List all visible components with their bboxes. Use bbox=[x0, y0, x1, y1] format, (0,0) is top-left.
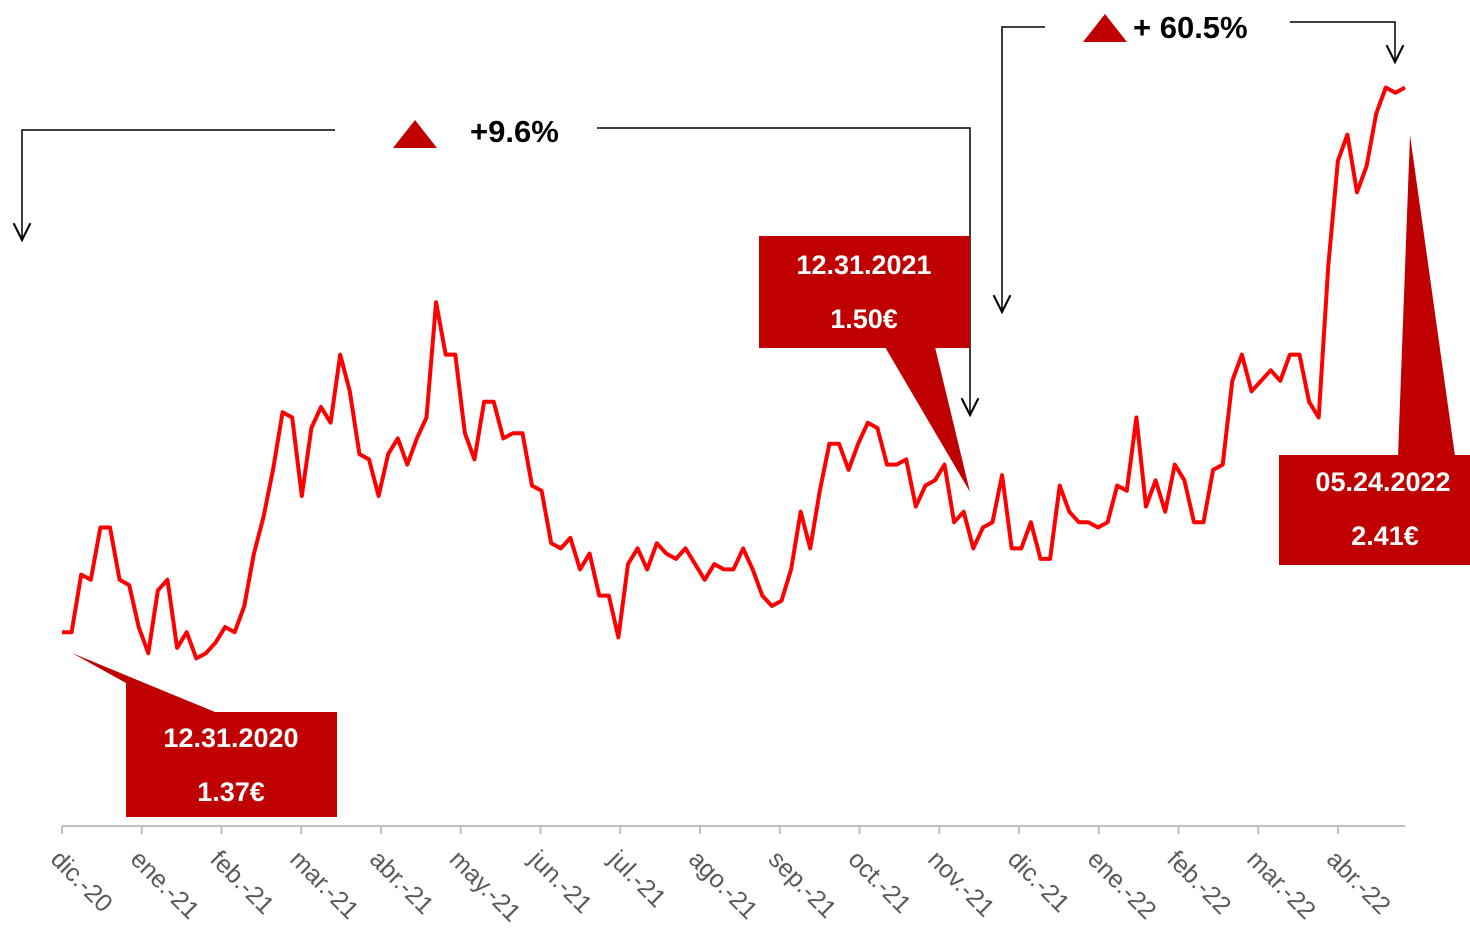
x-tick-label: jun.-21 bbox=[523, 844, 598, 919]
up-triangle bbox=[1083, 14, 1127, 42]
callout-pointer bbox=[1398, 135, 1455, 456]
x-tick-label: feb.-22 bbox=[1162, 845, 1237, 920]
price-line bbox=[62, 85, 1406, 661]
callout-price: 2.41€ bbox=[1351, 521, 1419, 551]
callouts: 12.31.2020 1.37€ 12.31.2021 1.50€ 05.24.… bbox=[72, 135, 1470, 817]
x-tick-label: ene.-22 bbox=[1082, 845, 1162, 925]
x-tick-label: jul.-21 bbox=[603, 844, 672, 913]
x-tick-label: oct.-21 bbox=[843, 845, 917, 919]
brackets: +9.6% + 60.5% bbox=[22, 10, 1395, 415]
x-tick-label: abr.-22 bbox=[1321, 845, 1396, 920]
callout-box bbox=[759, 236, 970, 348]
x-tick-label: dic.-20 bbox=[45, 845, 118, 918]
callout-date: 12.31.2021 bbox=[796, 250, 931, 280]
x-tick-label: mar.-21 bbox=[284, 845, 364, 925]
callout-pointer bbox=[72, 653, 215, 712]
bracket bbox=[1290, 21, 1395, 62]
callout-date: 12.31.2020 bbox=[163, 723, 298, 753]
change-label: + 60.5% bbox=[1133, 10, 1248, 45]
callout-price: 1.50€ bbox=[830, 304, 898, 334]
callout-box bbox=[126, 712, 337, 817]
up-triangle bbox=[393, 120, 437, 148]
x-tick-label: feb.-21 bbox=[205, 845, 280, 920]
bracket bbox=[1002, 26, 1045, 312]
x-tick-label: sep.-21 bbox=[763, 845, 842, 924]
x-tick-label: abr.-21 bbox=[364, 845, 439, 920]
callout-pointer bbox=[885, 347, 970, 492]
x-tick-label: nov.-21 bbox=[922, 845, 999, 922]
x-tick-label: mar.-22 bbox=[1241, 845, 1321, 925]
callout-box bbox=[1279, 455, 1470, 565]
callout-price: 1.37€ bbox=[197, 777, 265, 807]
x-tick-label: dic.-21 bbox=[1002, 845, 1075, 918]
callout-date: 05.24.2022 bbox=[1315, 467, 1450, 497]
bracket bbox=[22, 129, 335, 240]
x-tick-label: ene.-21 bbox=[125, 845, 205, 925]
x-tick-label: ago.-21 bbox=[683, 845, 763, 925]
change-label: +9.6% bbox=[470, 114, 559, 149]
x-tick-label: may.-21 bbox=[444, 845, 526, 927]
